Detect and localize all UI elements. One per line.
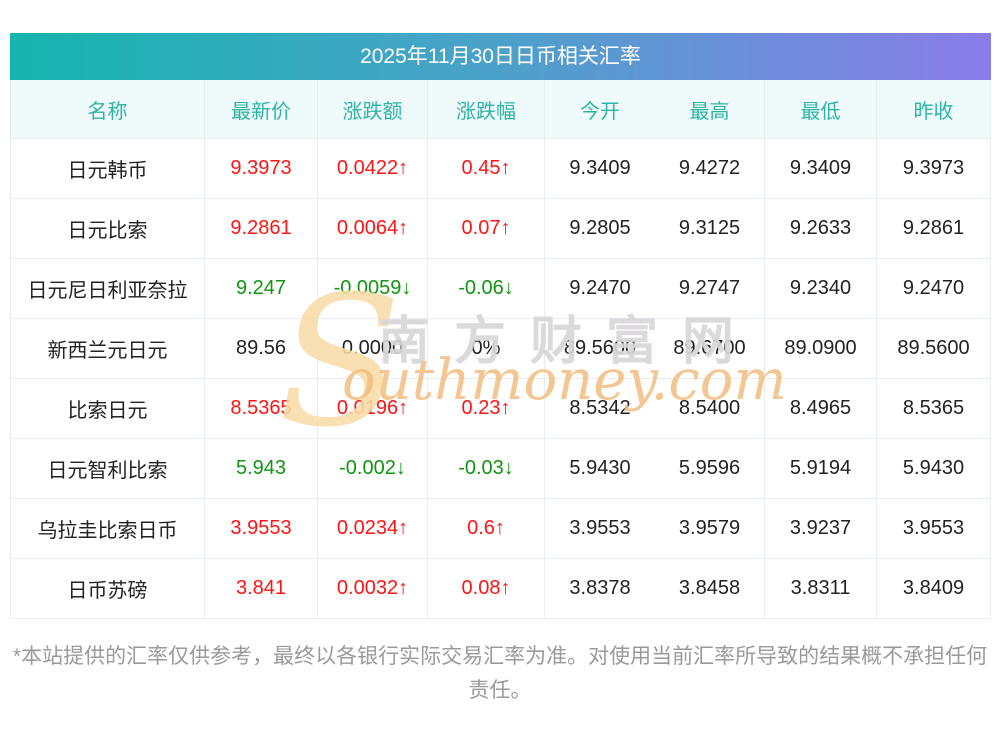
cell-change_pct: -0.06↓ (428, 259, 545, 319)
column-header-change: 涨跌额 (318, 80, 428, 139)
cell-open: 89.5600 (545, 319, 655, 379)
cell-latest: 89.56 (205, 319, 318, 379)
cell-prev_close: 5.9430 (877, 439, 991, 499)
cell-prev_close: 89.5600 (877, 319, 991, 379)
table-header-row: 名称 最新价 涨跌额 涨跌幅 今开 最高 最低 昨收 (10, 80, 991, 139)
cell-change: 0.0032↑ (318, 559, 428, 619)
cell-change_pct: 0.07↑ (428, 199, 545, 259)
cell-latest: 8.5365 (205, 379, 318, 439)
cell-change_pct: 0.6↑ (428, 499, 545, 559)
cell-open: 9.2805 (545, 199, 655, 259)
cell-low: 5.9194 (765, 439, 877, 499)
column-header-latest: 最新价 (205, 80, 318, 139)
cell-latest: 9.3973 (205, 139, 318, 199)
cell-change: 0.0064↑ (318, 199, 428, 259)
cell-open: 9.3409 (545, 139, 655, 199)
table-title: 2025年11月30日日币相关汇率 (10, 33, 991, 80)
cell-change: 0.0234↑ (318, 499, 428, 559)
cell-latest: 5.943 (205, 439, 318, 499)
cell-low: 3.8311 (765, 559, 877, 619)
cell-change_pct: 0.08↑ (428, 559, 545, 619)
cell-name: 日元尼日利亚奈拉 (10, 259, 205, 319)
table-row: 日元智利比索 5.943 -0.002↓ -0.03↓ 5.9430 5.9596 5.91… (10, 439, 991, 499)
cell-open: 9.2470 (545, 259, 655, 319)
cell-change: 0.0196↑ (318, 379, 428, 439)
cell-open: 3.9553 (545, 499, 655, 559)
column-header-name: 名称 (10, 80, 205, 139)
cell-low: 89.0900 (765, 319, 877, 379)
cell-prev_close: 9.2470 (877, 259, 991, 319)
cell-low: 9.2633 (765, 199, 877, 259)
cell-high: 9.3125 (655, 199, 765, 259)
cell-name: 乌拉圭比索日币 (10, 499, 205, 559)
table-body: 日元韩币 9.3973 0.0422↑ 0.45↑ 9.3409 9.4272 9.3409… (10, 139, 991, 619)
column-header-open: 今开 (545, 80, 655, 139)
cell-name: 日元智利比索 (10, 439, 205, 499)
cell-prev_close: 3.8409 (877, 559, 991, 619)
exchange-rate-table: 名称 最新价 涨跌额 涨跌幅 今开 最高 最低 昨收 日元韩币 9.3973 0.0422↑ 0.4… (10, 80, 991, 619)
column-header-change_pct: 涨跌幅 (428, 80, 545, 139)
cell-high: 9.2747 (655, 259, 765, 319)
cell-low: 9.3409 (765, 139, 877, 199)
cell-prev_close: 3.9553 (877, 499, 991, 559)
cell-change: -0.002↓ (318, 439, 428, 499)
table-row: 日币苏磅 3.841 0.0032↑ 0.08↑ 3.8378 3.8458 3.8311 3… (10, 559, 991, 619)
table-row: 日元韩币 9.3973 0.0422↑ 0.45↑ 9.3409 9.4272 9.3409… (10, 139, 991, 199)
cell-change_pct: -0.03↓ (428, 439, 545, 499)
cell-high: 9.4272 (655, 139, 765, 199)
cell-name: 比索日元 (10, 379, 205, 439)
cell-name: 日元韩币 (10, 139, 205, 199)
cell-name: 日币苏磅 (10, 559, 205, 619)
cell-high: 3.8458 (655, 559, 765, 619)
cell-low: 9.2340 (765, 259, 877, 319)
cell-prev_close: 9.3973 (877, 139, 991, 199)
cell-open: 3.8378 (545, 559, 655, 619)
table-row: 新西兰元日元 89.56 0.0000 0% 89.5600 89.6700 89.0900… (10, 319, 991, 379)
table-header: 名称 最新价 涨跌额 涨跌幅 今开 最高 最低 昨收 (10, 80, 991, 139)
table-row: 日元比索 9.2861 0.0064↑ 0.07↑ 9.2805 9.3125 9.2633… (10, 199, 991, 259)
disclaimer-text: *本站提供的汇率仅供参考，最终以各银行实际交易汇率为准。对使用当前汇率所导致的结… (12, 645, 988, 702)
cell-high: 5.9596 (655, 439, 765, 499)
column-header-high: 最高 (655, 80, 765, 139)
cell-name: 新西兰元日元 (10, 319, 205, 379)
cell-high: 3.9579 (655, 499, 765, 559)
cell-high: 89.6700 (655, 319, 765, 379)
cell-latest: 3.841 (205, 559, 318, 619)
cell-prev_close: 9.2861 (877, 199, 991, 259)
cell-low: 3.9237 (765, 499, 877, 559)
cell-open: 5.9430 (545, 439, 655, 499)
cell-change_pct: 0.45↑ (428, 139, 545, 199)
cell-latest: 9.247 (205, 259, 318, 319)
cell-latest: 3.9553 (205, 499, 318, 559)
table-row: 日元尼日利亚奈拉 9.247 -0.0059↓ -0.06↓ 9.2470 9.2747 9… (10, 259, 991, 319)
cell-low: 8.4965 (765, 379, 877, 439)
table-row: 比索日元 8.5365 0.0196↑ 0.23↑ 8.5342 8.5400 8.4965… (10, 379, 991, 439)
cell-open: 8.5342 (545, 379, 655, 439)
column-header-low: 最低 (765, 80, 877, 139)
cell-latest: 9.2861 (205, 199, 318, 259)
cell-change_pct: 0.23↑ (428, 379, 545, 439)
cell-prev_close: 8.5365 (877, 379, 991, 439)
cell-name: 日元比索 (10, 199, 205, 259)
column-header-prev_close: 昨收 (877, 80, 991, 139)
page: 2025年11月30日日币相关汇率 名称 最新价 涨跌额 涨跌幅 今开 最高 最低 昨收 日元… (10, 33, 991, 702)
cell-change: 0.0000 (318, 319, 428, 379)
cell-change: -0.0059↓ (318, 259, 428, 319)
cell-change: 0.0422↑ (318, 139, 428, 199)
table-row: 乌拉圭比索日币 3.9553 0.0234↑ 0.6↑ 3.9553 3.9579 3.92… (10, 499, 991, 559)
exchange-rate-card: 2025年11月30日日币相关汇率 名称 最新价 涨跌额 涨跌幅 今开 最高 最低 昨收 日元… (10, 33, 991, 619)
cell-change_pct: 0% (428, 319, 545, 379)
cell-high: 8.5400 (655, 379, 765, 439)
